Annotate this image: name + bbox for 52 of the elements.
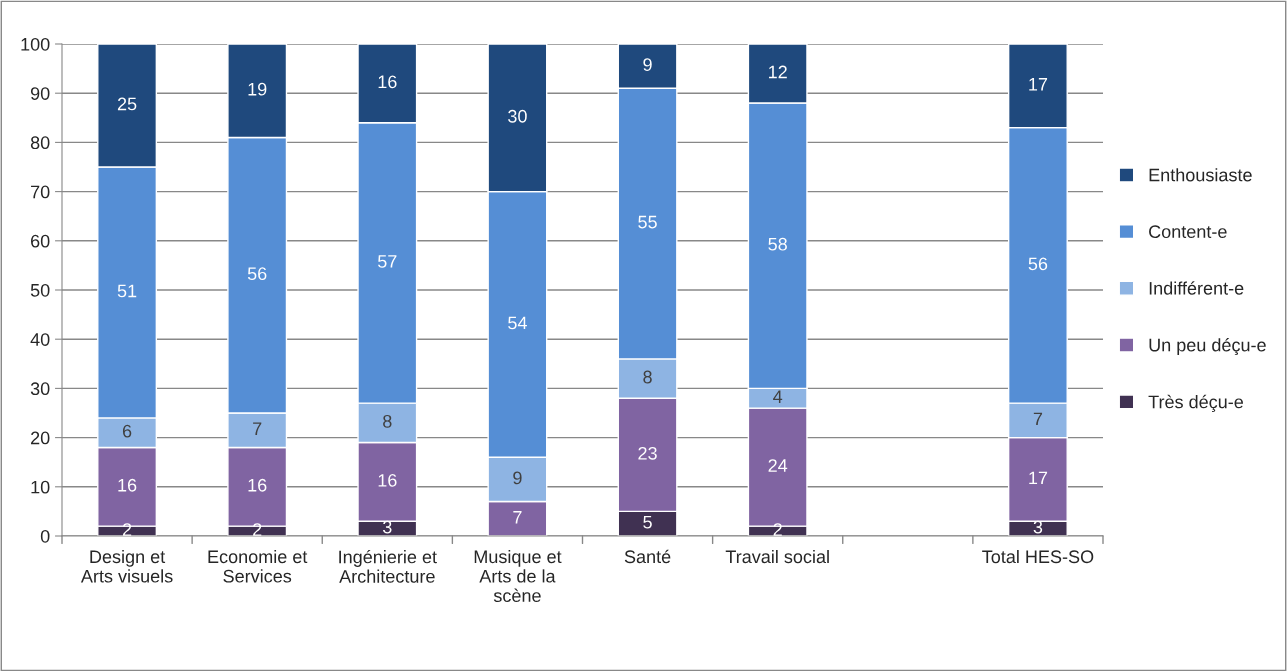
data-label: 23 bbox=[638, 446, 657, 460]
data-label: 56 bbox=[1028, 257, 1048, 271]
y-tick-label: 60 bbox=[31, 234, 50, 248]
x-tick-label: Total HES-SO bbox=[982, 549, 1094, 564]
y-tick-label: 30 bbox=[30, 382, 50, 396]
data-label: 17 bbox=[1029, 78, 1048, 91]
y-tick-label: 100 bbox=[21, 37, 50, 51]
data-label: 6 bbox=[122, 424, 132, 438]
data-label: 7 bbox=[253, 422, 262, 435]
x-tick-label: Santé bbox=[624, 549, 671, 564]
y-tick-label: 80 bbox=[30, 136, 50, 150]
data-label: 8 bbox=[383, 414, 392, 428]
legend-label: Très déçu-e bbox=[1148, 394, 1243, 412]
data-label: 58 bbox=[768, 237, 787, 251]
data-label: 57 bbox=[377, 255, 397, 268]
data-label: 24 bbox=[768, 459, 788, 472]
legend-label: Enthousiaste bbox=[1149, 168, 1252, 182]
y-tick-label: 20 bbox=[31, 431, 50, 445]
data-label: 5 bbox=[643, 515, 652, 529]
legend-label: Un peu déçu-e bbox=[1149, 337, 1266, 356]
data-label: 7 bbox=[513, 511, 522, 524]
x-tick-label: Musique et Arts de la scène bbox=[474, 549, 562, 603]
data-label: 8 bbox=[643, 370, 652, 384]
y-tick-label: 40 bbox=[30, 333, 50, 346]
legend-label: Content-e bbox=[1149, 225, 1227, 239]
y-tick-label: 50 bbox=[30, 283, 50, 297]
data-label: 16 bbox=[378, 75, 397, 89]
y-tick-label: 90 bbox=[30, 87, 50, 100]
x-tick-label: Ingénierie et Architecture bbox=[339, 549, 437, 583]
data-label: 51 bbox=[117, 284, 137, 298]
data-label: 17 bbox=[1029, 471, 1048, 485]
y-tick-label: 0 bbox=[40, 529, 50, 543]
y-tick-label: 10 bbox=[31, 480, 50, 494]
x-tick-label: Economie et Services bbox=[208, 549, 308, 583]
legend-label: Indifférent-e bbox=[1149, 281, 1244, 295]
data-label: 4 bbox=[773, 390, 783, 403]
data-label: 9 bbox=[643, 58, 652, 71]
data-label: 30 bbox=[508, 109, 527, 123]
data-label: 56 bbox=[247, 267, 267, 281]
data-label: 25 bbox=[117, 97, 137, 111]
data-label: 54 bbox=[508, 316, 527, 330]
data-label: 7 bbox=[1033, 412, 1043, 426]
y-tick-label: 70 bbox=[31, 185, 50, 199]
data-label: 19 bbox=[248, 82, 267, 96]
x-tick-label: Travail social bbox=[725, 549, 829, 564]
data-label: 16 bbox=[248, 478, 267, 492]
data-label: 16 bbox=[378, 473, 397, 487]
data-label: 12 bbox=[769, 65, 787, 79]
data-label: 16 bbox=[118, 478, 137, 492]
data-label: 9 bbox=[513, 471, 522, 485]
x-tick-label: Design et Arts visuels bbox=[80, 549, 173, 583]
data-label: 55 bbox=[638, 215, 657, 229]
